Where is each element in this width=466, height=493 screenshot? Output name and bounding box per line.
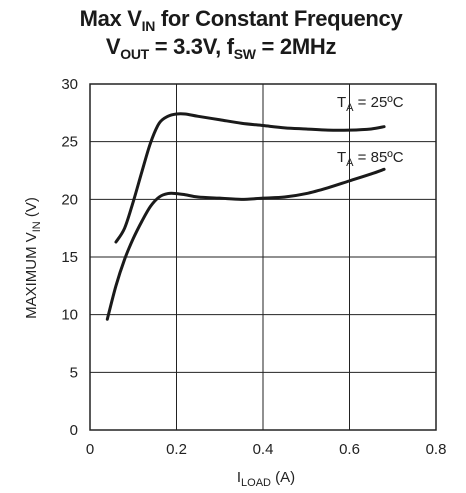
x-tick-label: 0 xyxy=(86,441,94,458)
y-axis-label-main: MAXIMUM V xyxy=(23,232,40,319)
chart-title-line-1: Max VIN for Constant Frequency xyxy=(8,6,466,34)
series-label-value: = 25ºC xyxy=(354,94,404,111)
series-line-25c xyxy=(114,112,386,244)
chart-title-vout: V xyxy=(105,34,121,59)
tick-labels: 0 0.2 0.4 0.6 0.8 0 5 10 15 20 25 30 xyxy=(61,76,446,458)
series-label-subscript: A xyxy=(346,102,354,114)
series-label-main: T xyxy=(337,149,346,166)
series-label-85c: TA = 85ºC xyxy=(337,149,404,169)
chart-title-vout-value: = 3.3V, f xyxy=(148,34,234,59)
chart-title-fsw-subscript: SW xyxy=(233,46,256,62)
y-tick-label: 15 xyxy=(61,249,78,266)
series-label-main: T xyxy=(337,94,346,111)
grid-lines xyxy=(90,84,436,430)
y-tick-label: 20 xyxy=(61,191,78,208)
chart-title-max-vin: Max V xyxy=(79,6,142,31)
x-axis-label-main: I xyxy=(237,469,241,486)
y-tick-label: 5 xyxy=(70,364,78,381)
chart-title-vout-subscript: OUT xyxy=(120,46,149,62)
x-tick-label: 0.4 xyxy=(253,441,274,458)
y-axis-label: MAXIMUM VIN (V) xyxy=(23,197,43,319)
chart-title-constant-frequency: for Constant Frequency xyxy=(155,6,403,31)
series-line-85c xyxy=(105,167,386,321)
plot-frame xyxy=(89,83,437,431)
y-tick-label: 10 xyxy=(61,307,78,324)
chart-title-fsw-value: = 2MHz xyxy=(255,34,337,59)
x-axis-label-subscript: LOAD xyxy=(241,477,271,489)
y-tick-label: 0 xyxy=(70,422,78,439)
series-label-25c: TA = 25ºC xyxy=(337,94,404,114)
y-axis-label-unit: (V) xyxy=(23,197,40,221)
series-label-value: = 85ºC xyxy=(354,149,404,166)
x-axis-label-unit: (A) xyxy=(271,469,295,486)
series-label-subscript: A xyxy=(346,157,354,169)
x-tick-label: 0.8 xyxy=(426,441,447,458)
x-axis-label: ILOAD (A) xyxy=(237,469,295,489)
chart-title-line-2: VOUT = 3.3V, fSW = 2MHz xyxy=(0,34,454,62)
x-tick-label: 0.2 xyxy=(166,441,187,458)
y-tick-label: 30 xyxy=(61,76,78,93)
chart-title-vin-subscript: IN xyxy=(141,18,156,34)
series-lines xyxy=(105,112,386,321)
y-tick-label: 25 xyxy=(61,134,78,151)
y-axis-label-subscript: IN xyxy=(31,221,43,232)
x-tick-label: 0.6 xyxy=(339,441,360,458)
